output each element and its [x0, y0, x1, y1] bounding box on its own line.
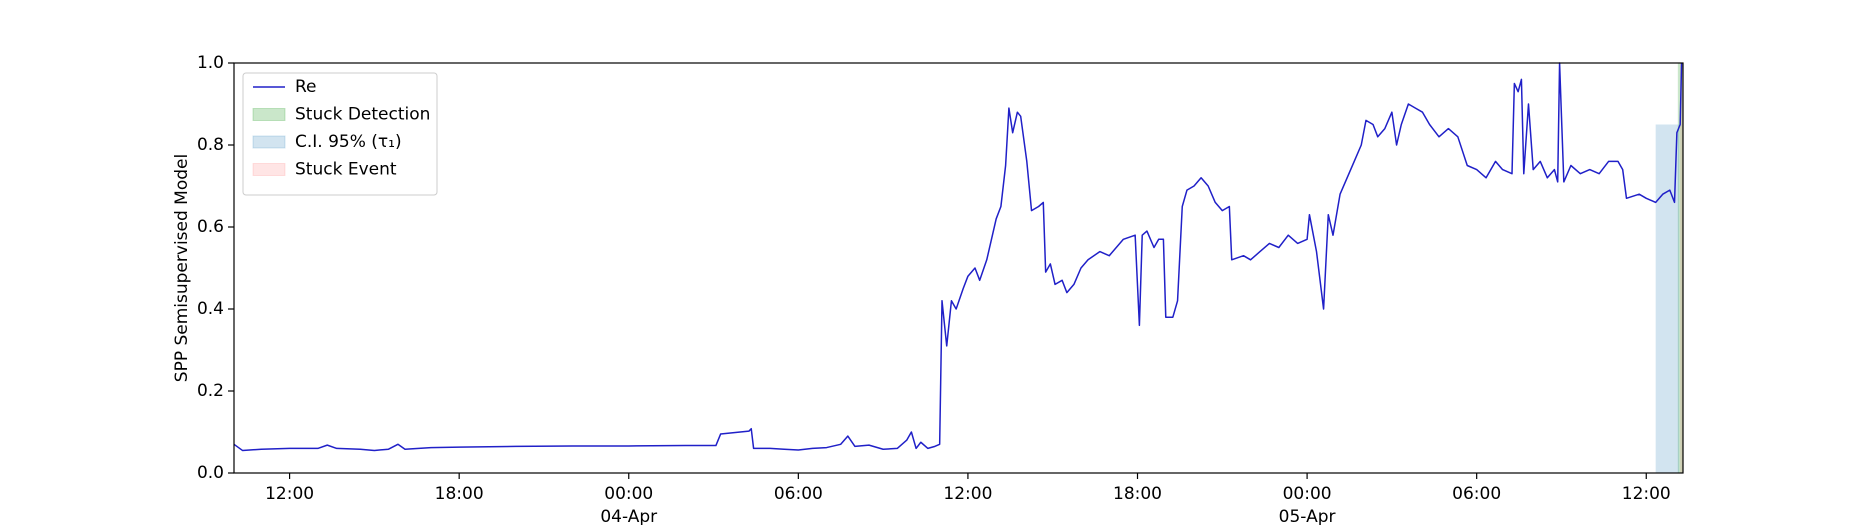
y-tick-label: 0.2 — [197, 381, 224, 401]
x-tick-label: 06:00 — [1452, 484, 1502, 504]
x-tick-label: 18:00 — [434, 484, 484, 504]
x-tick-label: 00:00 04-Apr 1900 — [600, 484, 658, 525]
y-tick-label: 0.8 — [197, 135, 224, 155]
x-tick-label: 12:00 — [943, 484, 993, 504]
legend-label: Stuck Detection — [295, 105, 430, 125]
data-line — [233, 62, 1683, 452]
y-axis-label: SPP Semisupervised Model — [172, 154, 192, 382]
legend-patch — [252, 163, 286, 176]
y-tick-label: 0.6 — [197, 217, 224, 237]
x-tick-label: 06:00 — [773, 484, 823, 504]
x-tick-label: 12:00 — [1621, 484, 1671, 504]
legend-box — [242, 72, 438, 196]
legend-patch — [252, 135, 286, 149]
span — [1680, 63, 1683, 473]
axes-frame — [233, 62, 1684, 474]
x-tick-label: 12:00 — [265, 484, 315, 504]
y-tick-label: 0.4 — [197, 299, 224, 319]
legend-label: Stuck Event — [295, 160, 397, 180]
span — [1677, 63, 1683, 473]
legend-label: C.I. 95% (τ₁) — [295, 132, 402, 152]
span — [1655, 124, 1680, 473]
y-tick-label: 0.0 — [197, 463, 224, 483]
x-tick-label: 18:00 — [1113, 484, 1162, 504]
legend-patch — [252, 108, 286, 121]
x-tick-label: 00:00 05-Apr — [1278, 484, 1336, 525]
y-tick-label: 1.0 — [197, 53, 224, 73]
legend-label: Re — [295, 77, 317, 97]
